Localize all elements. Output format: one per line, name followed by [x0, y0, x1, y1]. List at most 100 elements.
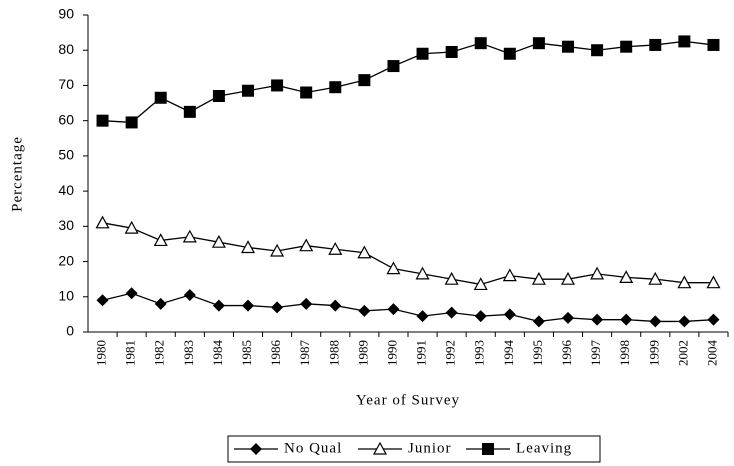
data-point [620, 313, 633, 326]
data-point [358, 304, 371, 317]
data-point [387, 60, 400, 73]
legend-label: No Qual [284, 440, 342, 456]
data-point [124, 220, 139, 234]
data-point [271, 301, 284, 314]
y-tick-label: 30 [58, 217, 74, 233]
data-point [590, 266, 605, 280]
data-point [445, 306, 458, 319]
data-point [648, 271, 663, 285]
y-tick-label: 20 [58, 252, 74, 268]
data-point [183, 105, 196, 118]
x-tick-label: 1986 [268, 340, 283, 367]
data-point [707, 313, 720, 326]
data-point [242, 84, 254, 97]
data-point [182, 229, 197, 243]
data-point [562, 40, 574, 53]
data-point [678, 35, 691, 48]
data-point [300, 297, 313, 310]
data-point [153, 233, 168, 247]
x-tick-label: 1984 [210, 340, 225, 367]
y-tick-label: 10 [58, 287, 74, 303]
x-tick-label: 1990 [384, 340, 399, 366]
x-tick-label: 1998 [617, 340, 632, 366]
data-point [271, 79, 284, 92]
data-point [242, 299, 254, 312]
y-tick-label: 0 [66, 323, 74, 339]
legend-marker [372, 441, 388, 455]
data-point [531, 271, 546, 285]
x-tick-label: 2004 [704, 340, 719, 367]
x-tick-label: 1999 [646, 340, 661, 366]
data-point [591, 44, 604, 57]
data-point [677, 275, 692, 289]
data-point [706, 275, 721, 289]
legend-box [227, 435, 601, 463]
data-point [212, 299, 225, 312]
data-point [358, 74, 371, 87]
data-point [329, 81, 342, 94]
x-tick-label: 1995 [530, 340, 545, 366]
data-point [532, 37, 545, 50]
data-point [212, 90, 225, 103]
data-point [591, 313, 604, 326]
x-tick-label: 1988 [326, 340, 341, 366]
data-point [300, 86, 313, 99]
data-point [211, 234, 226, 248]
x-tick-label: 1983 [181, 340, 196, 366]
data-point [649, 315, 662, 328]
data-point [329, 299, 342, 312]
data-point [240, 240, 256, 254]
data-point [270, 243, 285, 257]
data-point [183, 289, 196, 302]
x-tick-label: 2002 [675, 340, 690, 366]
data-point [503, 47, 516, 60]
y-tick-label: 70 [58, 76, 74, 92]
x-tick-label: 1989 [355, 340, 370, 366]
series-line [102, 292, 714, 323]
y-tick-label: 90 [58, 6, 74, 22]
data-point [416, 47, 429, 60]
x-tick-label: 1992 [443, 340, 458, 366]
x-tick-label: 1997 [588, 340, 603, 367]
data-point [386, 261, 401, 275]
y-tick-label: 80 [58, 41, 74, 57]
y-tick-label: 50 [58, 147, 74, 163]
data-point [95, 215, 110, 229]
data-point [125, 116, 138, 129]
x-axis-label: Year of Survey [356, 392, 460, 408]
data-point [357, 245, 372, 259]
x-tick-label: 1994 [501, 340, 516, 367]
data-point [474, 37, 487, 50]
y-axis-label: Percentage [9, 136, 25, 212]
data-point [415, 266, 430, 280]
data-point [387, 303, 400, 316]
x-tick-label: 1993 [472, 340, 487, 366]
data-point [620, 40, 633, 53]
x-tick-label: 1987 [297, 340, 312, 367]
data-point [473, 277, 488, 291]
series-line [102, 222, 714, 286]
x-tick-label: 1985 [239, 340, 254, 366]
legend-marker [250, 443, 262, 455]
legend-marker [482, 443, 494, 455]
data-point [562, 311, 574, 324]
x-tick-label: 1982 [152, 340, 167, 366]
data-point [96, 114, 109, 127]
data-point [416, 310, 429, 323]
data-point [154, 91, 167, 104]
data-point [96, 294, 109, 307]
data-point [444, 271, 459, 285]
x-tick-label: 1991 [414, 340, 429, 366]
data-point [532, 315, 545, 328]
data-point [503, 308, 516, 321]
data-point [445, 45, 458, 58]
data-point [154, 297, 167, 310]
x-tick-label: 1981 [123, 340, 138, 366]
data-point [678, 315, 691, 328]
legend-label: Junior [408, 440, 452, 456]
data-point [560, 271, 576, 285]
y-tick-label: 60 [58, 111, 74, 127]
y-tick-label: 40 [58, 182, 74, 198]
data-point [299, 238, 314, 252]
